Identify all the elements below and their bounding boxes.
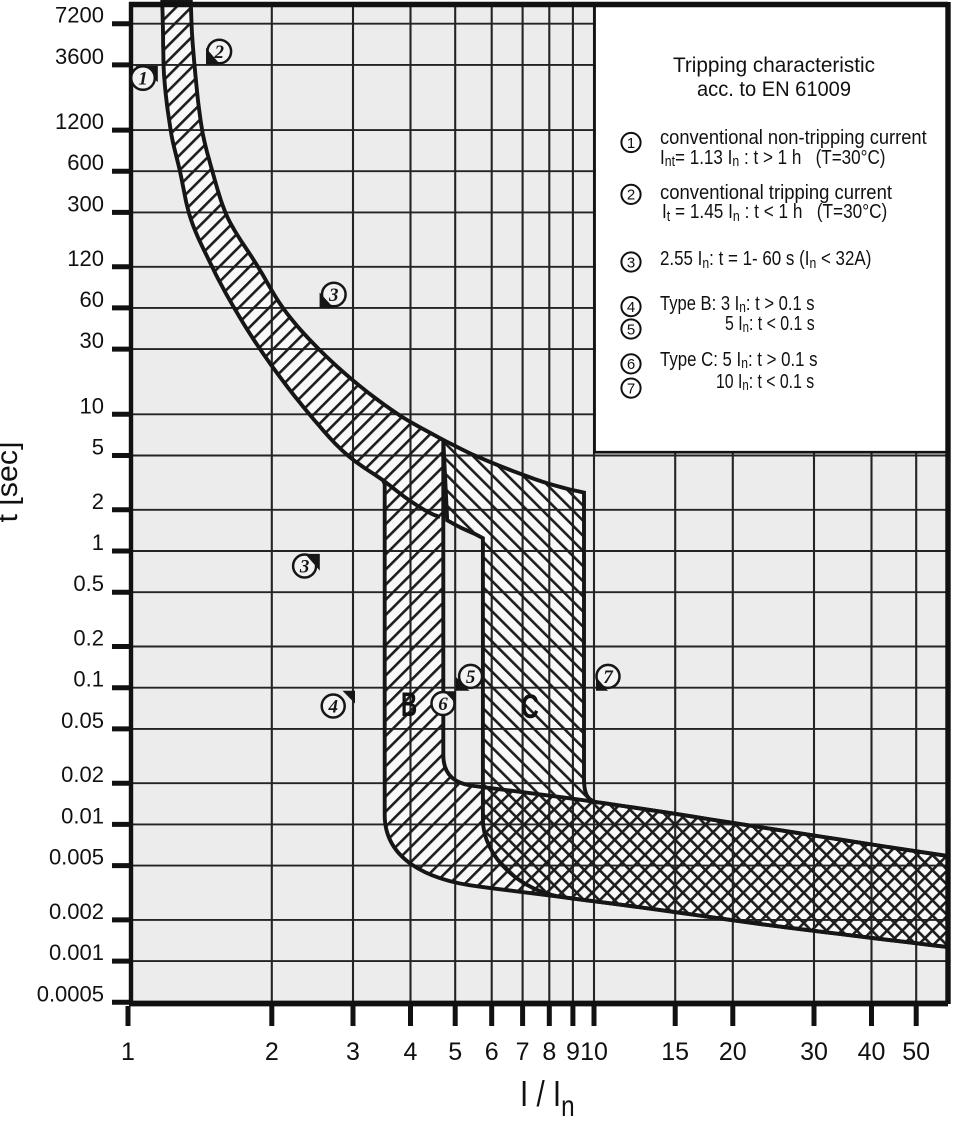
svg-text:0.002: 0.002 xyxy=(49,899,104,924)
svg-text:3: 3 xyxy=(328,285,339,306)
svg-text:15: 15 xyxy=(661,1038,689,1066)
svg-text:3: 3 xyxy=(299,557,310,578)
svg-text:1: 1 xyxy=(92,530,104,555)
svg-text:40: 40 xyxy=(858,1038,886,1066)
svg-text:0.005: 0.005 xyxy=(49,845,104,870)
svg-text:0.2: 0.2 xyxy=(73,626,104,651)
svg-text:4: 4 xyxy=(327,697,338,718)
svg-text:t [sec]: t [sec] xyxy=(0,442,24,523)
svg-text:7200: 7200 xyxy=(55,3,104,28)
svg-text:300: 300 xyxy=(67,191,104,216)
svg-text:6: 6 xyxy=(485,1038,499,1066)
svg-text:20: 20 xyxy=(719,1038,747,1066)
svg-text:50: 50 xyxy=(902,1038,930,1066)
svg-text:30: 30 xyxy=(80,328,104,353)
svg-text:6: 6 xyxy=(438,694,448,715)
svg-text:1: 1 xyxy=(627,135,635,152)
svg-text:10: 10 xyxy=(80,393,104,418)
svg-text:4: 4 xyxy=(627,299,635,316)
svg-text:5: 5 xyxy=(92,435,104,460)
svg-text:6: 6 xyxy=(627,356,635,373)
svg-text:120: 120 xyxy=(67,246,104,271)
svg-text:5: 5 xyxy=(448,1038,462,1066)
svg-text:1200: 1200 xyxy=(55,109,104,134)
svg-text:0.05: 0.05 xyxy=(61,708,104,733)
svg-text:2: 2 xyxy=(265,1038,279,1066)
svg-text:0.5: 0.5 xyxy=(73,571,104,596)
svg-text:4: 4 xyxy=(404,1038,418,1066)
svg-text:2: 2 xyxy=(92,489,104,514)
svg-text:2: 2 xyxy=(214,42,225,63)
svg-text:5: 5 xyxy=(627,321,635,338)
svg-text:30: 30 xyxy=(800,1038,828,1066)
svg-text:2: 2 xyxy=(627,187,635,204)
svg-text:10: 10 xyxy=(580,1038,608,1066)
svg-text:1: 1 xyxy=(121,1038,135,1066)
svg-text:7: 7 xyxy=(627,380,635,397)
svg-text:1: 1 xyxy=(138,69,148,90)
svg-text:60: 60 xyxy=(80,287,104,312)
svg-text:0.1: 0.1 xyxy=(73,667,104,692)
svg-text:3600: 3600 xyxy=(55,44,104,69)
svg-text:3: 3 xyxy=(627,254,635,271)
svg-text:0.001: 0.001 xyxy=(49,940,104,965)
svg-text:9: 9 xyxy=(566,1038,580,1066)
svg-text:5: 5 xyxy=(466,667,476,688)
svg-text:7: 7 xyxy=(603,667,614,688)
svg-text:3: 3 xyxy=(346,1038,360,1066)
svg-text:8: 8 xyxy=(542,1038,556,1066)
svg-text:0.0005: 0.0005 xyxy=(37,981,104,1006)
svg-text:600: 600 xyxy=(67,150,104,175)
svg-text:7: 7 xyxy=(516,1038,530,1066)
svg-text:0.01: 0.01 xyxy=(61,803,104,828)
svg-text:0.02: 0.02 xyxy=(61,762,104,787)
